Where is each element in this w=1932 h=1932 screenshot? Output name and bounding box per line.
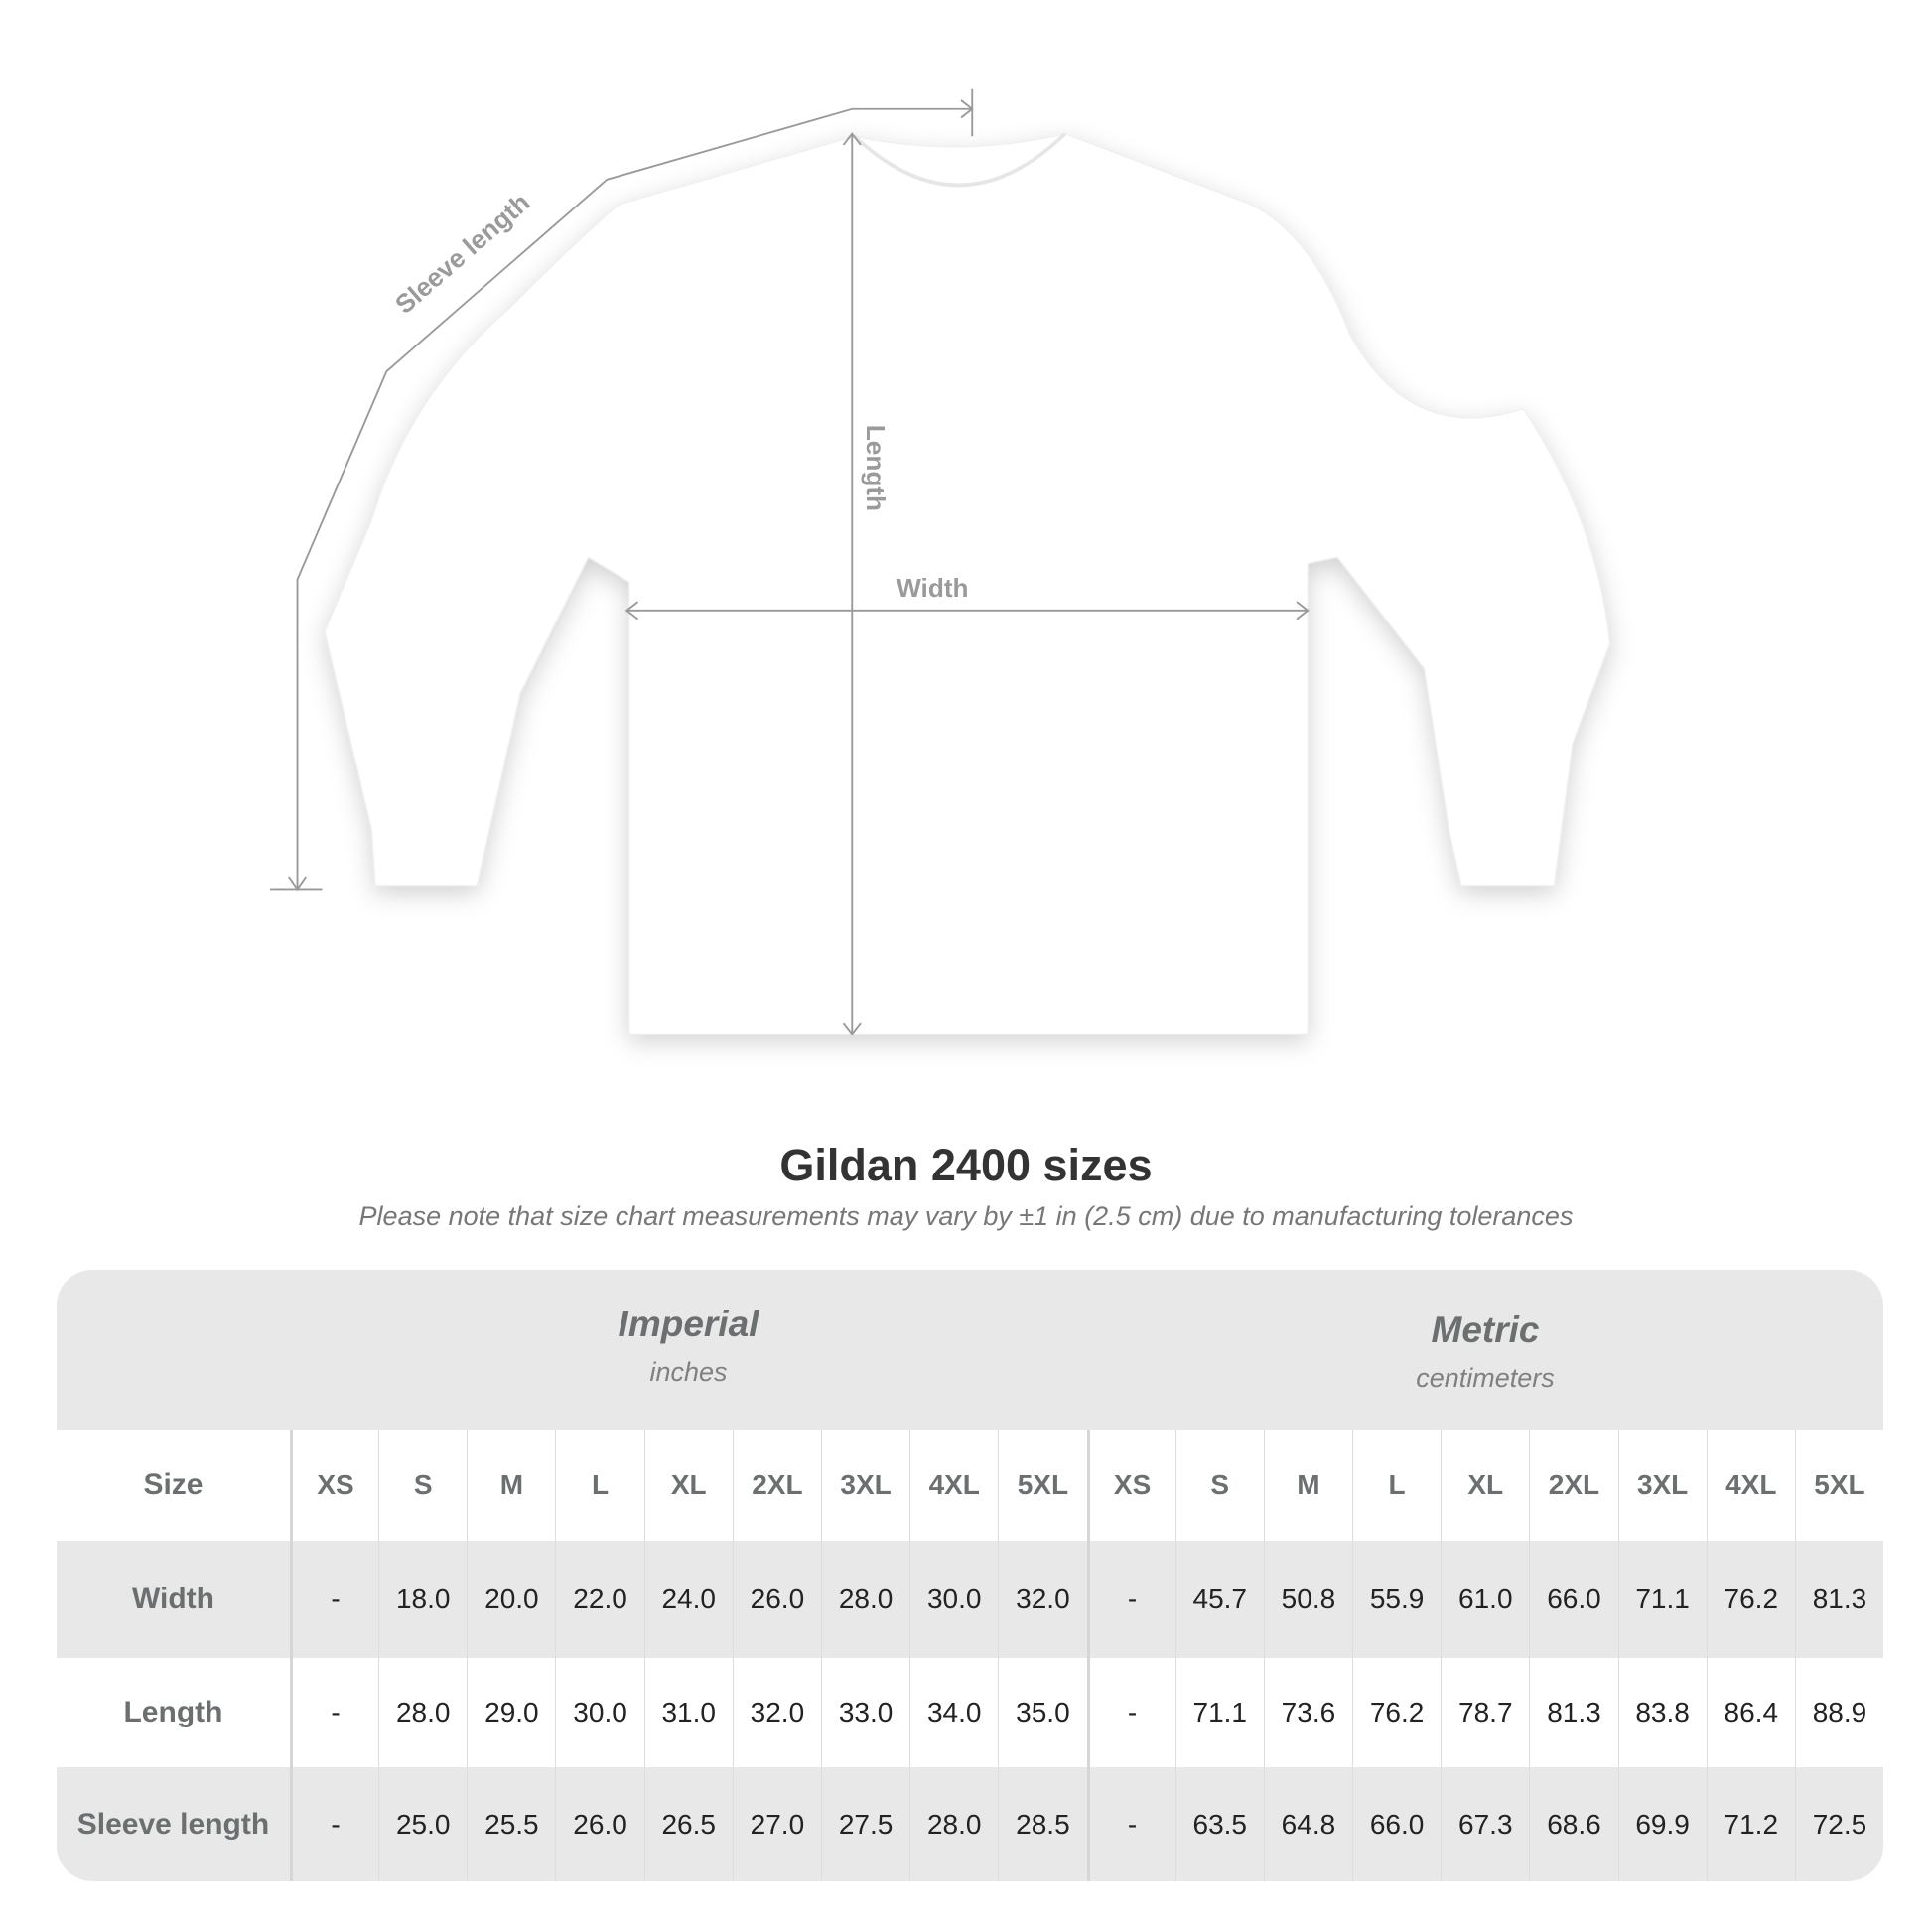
table-cell-imperial: 30.0 [555,1658,643,1767]
table-cell-imperial: 34.0 [909,1658,998,1767]
table-header: Imperial inches Metric centimeters [57,1270,1883,1430]
table-cell-metric: 45.7 [1174,1541,1264,1658]
metric-title: Metric [1431,1310,1540,1350]
shirt-diagram: Sleeve length Length Width [270,88,1611,1035]
imperial-header: Imperial inches [290,1304,1087,1388]
long-sleeve-shirt [324,133,1611,1035]
table-cell-metric: 71.1 [1617,1541,1707,1658]
table-cell-imperial: 28.5 [998,1767,1086,1881]
table-cell-metric: 88.9 [1794,1658,1883,1767]
table-cell-imperial: 18.0 [378,1541,467,1658]
size-header-imperial: 5XL [998,1430,1086,1541]
sleeve-measure-line [270,88,974,892]
size-header-metric: 3XL [1617,1430,1707,1541]
table-cell-imperial: 31.0 [643,1658,733,1767]
table-cell-imperial: 22.0 [555,1541,643,1658]
table-cell-imperial: 28.0 [820,1541,909,1658]
table-row-sleeve-length: Sleeve length -25.0 25.5 26.0 26.5 27.0 27.5 28… [57,1767,1883,1881]
table-cell-metric: 71.1 [1174,1658,1264,1767]
size-header-metric: 2XL [1529,1430,1617,1541]
size-header-metric: 4XL [1706,1430,1795,1541]
table-cell-imperial: - [289,1767,378,1881]
table-cell-metric: 69.9 [1617,1767,1707,1881]
size-header-imperial: L [555,1430,643,1541]
table-cell-metric: 81.3 [1529,1658,1617,1767]
size-header-imperial: 3XL [820,1430,909,1541]
size-row: Size XS S M L XL 2XL 3XL 4XL 5XL XS S M L XL 2XL 3XL 4XL 5… [57,1430,1883,1541]
size-header-metric: XS [1086,1430,1175,1541]
table-row-length: Length -28.0 29.0 30.0 31.0 32.0 33.0 34.0 35.0-… [57,1658,1883,1767]
table-cell-metric: - [1086,1767,1175,1881]
table-cell-metric: 81.3 [1794,1541,1883,1658]
table-cell-metric: 50.8 [1263,1541,1352,1658]
size-header-imperial: S [378,1430,467,1541]
size-header-imperial: 2XL [732,1430,821,1541]
table-cell-metric: 86.4 [1706,1658,1795,1767]
table-cell-metric: 64.8 [1263,1767,1352,1881]
table-cell-metric: 55.9 [1352,1541,1441,1658]
size-header-imperial: M [467,1430,555,1541]
metric-unit: centimeters [1416,1363,1555,1393]
table-cell-imperial: 20.0 [467,1541,555,1658]
size-header-metric: XL [1441,1430,1529,1541]
size-header-metric: M [1263,1430,1352,1541]
table-cell-metric: 76.2 [1706,1541,1795,1658]
table-cell-imperial: - [289,1658,378,1767]
table-cell-imperial: 30.0 [909,1541,998,1658]
table-cell-imperial: 24.0 [643,1541,733,1658]
table-cell-imperial: 27.5 [820,1767,909,1881]
row-label: Width [131,1583,214,1615]
table-cell-imperial: 28.0 [909,1767,998,1881]
table-cell-metric: 68.6 [1529,1767,1617,1881]
table-cell-metric: 67.3 [1441,1767,1529,1881]
table-cell-imperial: 25.5 [467,1767,555,1881]
table-cell-metric: 72.5 [1794,1767,1883,1881]
size-header-metric: L [1352,1430,1441,1541]
table-cell-metric: - [1086,1658,1175,1767]
table-cell-imperial: 29.0 [467,1658,555,1767]
table-cell-metric: 73.6 [1263,1658,1352,1767]
page-title: Gildan 2400 sizes [779,1140,1153,1190]
table-cell-imperial: 26.0 [732,1541,821,1658]
size-header-metric: 5XL [1794,1430,1883,1541]
table-cell-metric: 76.2 [1352,1658,1441,1767]
size-label: Size [143,1468,204,1501]
width-measure-arrow [624,601,1310,621]
size-header-metric: S [1174,1430,1264,1541]
table-cell-imperial: 28.0 [378,1658,467,1767]
table-cell-imperial: 35.0 [998,1658,1086,1767]
table-cell-metric: 61.0 [1441,1541,1529,1658]
size-header-imperial: XS [289,1430,378,1541]
sleeve-length-label: Sleeve length [389,187,535,319]
table-cell-metric: 63.5 [1174,1767,1264,1881]
length-measure-arrow [842,132,862,1035]
table-cell-metric: 66.0 [1529,1541,1617,1658]
row-label: Length [123,1696,223,1728]
table-cell-metric: 66.0 [1352,1767,1441,1881]
table-cell-imperial: 32.0 [732,1658,821,1767]
table-cell-metric: 83.8 [1617,1658,1707,1767]
table-cell-metric: - [1086,1541,1175,1658]
width-label: Width [897,573,968,603]
tolerance-note: Please note that size chart measurements… [358,1201,1574,1231]
table-cell-imperial: 27.0 [732,1767,821,1881]
row-label: Sleeve length [76,1807,270,1841]
imperial-unit: inches [649,1357,728,1387]
table-cell-imperial: 25.0 [378,1767,467,1881]
table-row-width: Width -18.0 20.0 22.0 24.0 26.0 28.0 30.0 32.0-4… [57,1541,1883,1658]
table-cell-metric: 71.2 [1706,1767,1795,1881]
metric-header: Metric centimeters [1087,1310,1883,1394]
table-cell-metric: 78.7 [1441,1658,1529,1767]
size-header-imperial: XL [643,1430,733,1541]
length-label: Length [861,425,891,511]
size-table: Imperial inches Metric centimeters Size X… [57,1270,1883,1881]
size-header-imperial: 4XL [909,1430,998,1541]
table-cell-imperial: 26.5 [643,1767,733,1881]
table-cell-imperial: 26.0 [555,1767,643,1881]
table-cell-imperial: 32.0 [998,1541,1086,1658]
imperial-title: Imperial [618,1304,759,1344]
table-cell-imperial: - [289,1541,378,1658]
table-cell-imperial: 33.0 [820,1658,909,1767]
